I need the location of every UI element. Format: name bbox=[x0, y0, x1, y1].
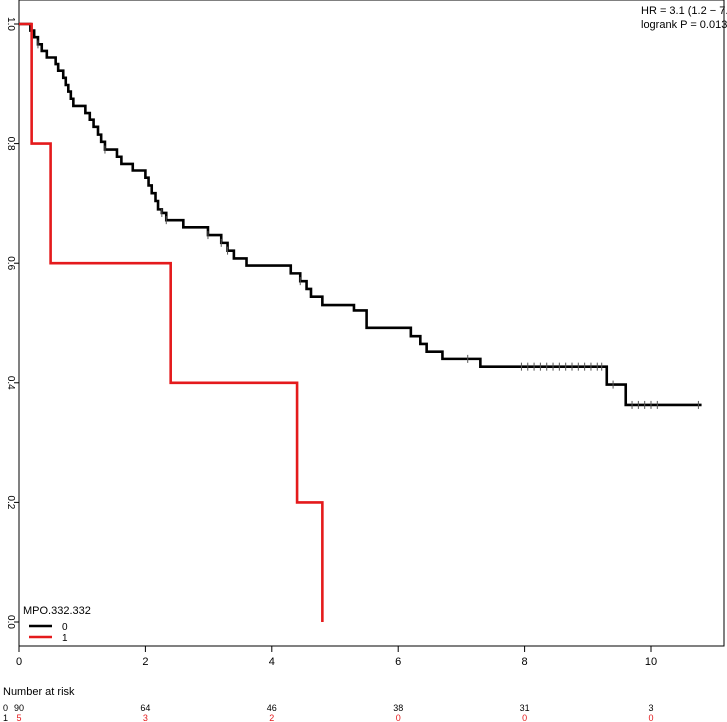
legend-title: MPO.332.332 bbox=[23, 605, 91, 617]
risk-value: 2 bbox=[269, 713, 274, 722]
risk-value: 64 bbox=[140, 703, 150, 713]
x-tick-label: 0 bbox=[16, 656, 22, 668]
risk-value: 31 bbox=[520, 703, 530, 713]
legend-label-1: 1 bbox=[62, 633, 68, 644]
risk-value: 3 bbox=[648, 703, 653, 713]
risk-table: Number at risk 0 90 64 46 38 31 31 5 3 2 0 0 0 bbox=[3, 686, 654, 722]
x-tick-label: 6 bbox=[395, 656, 401, 668]
y-tick-label: 0.6 bbox=[5, 256, 16, 270]
x-tick-label: 2 bbox=[142, 656, 148, 668]
plot-frame bbox=[18, 0, 725, 647]
y-tick-label: 0.0 bbox=[5, 615, 16, 629]
series-line-1 bbox=[19, 22, 324, 622]
x-tick-label: 10 bbox=[645, 656, 657, 668]
legend: MPO.332.332 01 bbox=[23, 605, 91, 644]
survival-curves bbox=[19, 22, 702, 622]
risk-value: 0 bbox=[522, 713, 527, 722]
risk-value: 5 bbox=[16, 713, 21, 722]
y-tick-label: 0.8 bbox=[5, 137, 16, 151]
risk-value: 3 bbox=[143, 713, 148, 722]
risk-row-label: 1 bbox=[3, 713, 8, 722]
risk-value: 38 bbox=[393, 703, 403, 713]
stats-annotation: HR = 3.1 (1.2 − 7.9) logrank P = 0.013 bbox=[641, 5, 727, 31]
logrank-annotation: logrank P = 0.013 bbox=[641, 19, 727, 31]
y-tick-label: 1.0 bbox=[5, 17, 16, 31]
series-line-0 bbox=[19, 22, 702, 407]
y-tick-label: 0.4 bbox=[5, 376, 16, 390]
risk-value: 90 bbox=[14, 703, 24, 713]
hr-annotation: HR = 3.1 (1.2 − 7.9) bbox=[641, 5, 727, 17]
x-tick-label: 4 bbox=[269, 656, 275, 668]
x-axis: 0 2 4 6 8 10 bbox=[16, 646, 657, 668]
y-axis: 0.0 0.2 0.4 0.6 0.8 1.0 bbox=[5, 17, 19, 629]
legend-label-0: 0 bbox=[62, 622, 68, 633]
y-tick-label: 0.2 bbox=[5, 495, 16, 509]
risk-table-title: Number at risk bbox=[3, 686, 75, 698]
x-tick-label: 8 bbox=[522, 656, 528, 668]
risk-value: 0 bbox=[396, 713, 401, 722]
risk-row-label: 0 bbox=[3, 703, 8, 713]
risk-value: 0 bbox=[648, 713, 653, 722]
risk-value: 46 bbox=[267, 703, 277, 713]
